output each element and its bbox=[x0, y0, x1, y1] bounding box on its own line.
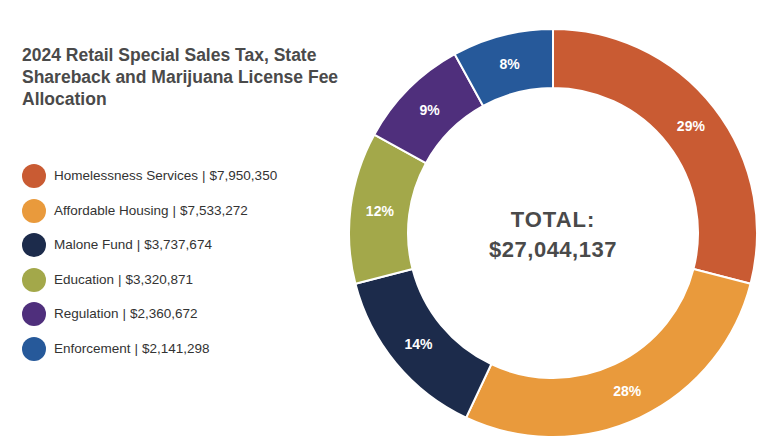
legend-separator: | bbox=[118, 272, 122, 287]
legend-text: Education | $3,320,871 bbox=[54, 272, 193, 287]
legend-amount: $3,737,674 bbox=[144, 237, 212, 252]
legend-label: Homelessness Services bbox=[54, 168, 198, 183]
slice bbox=[455, 29, 553, 106]
data-label: 8% bbox=[499, 56, 520, 72]
legend-label: Education bbox=[54, 272, 114, 287]
chart: 29% 28% 14% 12% 9% 8% TOTAL: $27,044,137 bbox=[0, 0, 768, 448]
legend-separator: | bbox=[173, 203, 177, 218]
center-label: TOTAL: bbox=[511, 207, 596, 232]
legend-amount: $3,320,871 bbox=[126, 272, 194, 287]
legend-swatch bbox=[22, 337, 46, 361]
legend-label: Malone Fund bbox=[54, 237, 133, 252]
slice bbox=[466, 269, 750, 437]
legend-text: Homelessness Services | $7,950,350 bbox=[54, 168, 277, 183]
data-label: 29% bbox=[677, 118, 706, 134]
legend-swatch bbox=[22, 268, 46, 292]
legend-separator: | bbox=[123, 306, 127, 321]
legend-label: Regulation bbox=[54, 306, 119, 321]
data-label: 9% bbox=[419, 102, 440, 118]
slice bbox=[355, 269, 491, 418]
legend-label: Enforcement bbox=[54, 341, 131, 356]
legend-amount: $2,141,298 bbox=[142, 341, 210, 356]
legend-amount: $2,360,672 bbox=[130, 306, 198, 321]
legend-separator: | bbox=[135, 341, 139, 356]
legend-amount: $7,950,350 bbox=[210, 168, 278, 183]
legend-amount: $7,533,272 bbox=[180, 203, 248, 218]
legend-text: Enforcement |$2,141,298 bbox=[54, 341, 210, 356]
legend-separator: | bbox=[137, 237, 141, 252]
page: 2024 Retail Special Sales Tax, State Sha… bbox=[0, 0, 768, 448]
center-total: $27,044,137 bbox=[489, 237, 617, 262]
data-label: 28% bbox=[613, 383, 642, 399]
data-labels: 29% 28% 14% 12% 9% 8% bbox=[366, 56, 706, 399]
legend-swatch bbox=[22, 302, 46, 326]
title: 2024 Retail Special Sales Tax, State Sha… bbox=[22, 44, 352, 110]
legend-swatch bbox=[22, 199, 46, 223]
legend-label: Affordable Housing bbox=[54, 203, 169, 218]
data-label: 12% bbox=[366, 203, 395, 219]
legend-swatch bbox=[22, 233, 46, 257]
legend-separator: | bbox=[202, 168, 206, 183]
legend-text: Affordable Housing |$7,533,272 bbox=[54, 203, 248, 218]
data-label: 14% bbox=[405, 336, 434, 352]
legend-text: Malone Fund |$3,737,674 bbox=[54, 237, 212, 252]
legend-text: Regulation |$2,360,672 bbox=[54, 306, 198, 321]
legend-swatch bbox=[22, 164, 46, 188]
slices bbox=[349, 29, 757, 437]
